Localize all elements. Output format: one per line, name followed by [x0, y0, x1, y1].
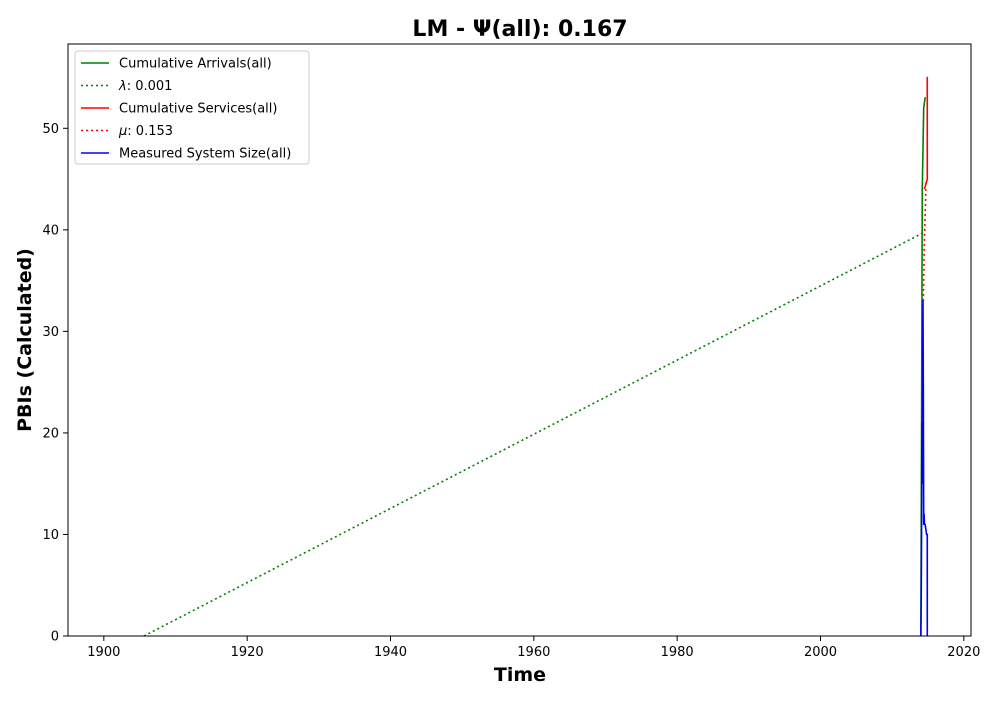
legend-label-value: : 0.001 — [127, 79, 173, 94]
series-line-cumulative-services-all — [923, 76, 929, 190]
x-tick-label: 2020 — [947, 645, 980, 660]
plot-area — [67, 43, 972, 637]
y-tick-label: 20 — [42, 426, 59, 441]
legend-label-symbol: μ — [118, 124, 127, 139]
legend-label: Cumulative Services(all) — [119, 102, 277, 117]
legend-label: Cumulative Arrivals(all) — [119, 57, 272, 72]
x-tick-label: 1920 — [231, 645, 264, 660]
chart-title: LM - Ψ(all): 0.167 — [412, 17, 627, 42]
legend-label-symbol: λ — [118, 79, 127, 94]
y-axis-label: PBIs (Calculated) — [14, 248, 36, 432]
series-line-measured-system-size-all — [920, 300, 929, 636]
x-tick-label: 1900 — [87, 645, 120, 660]
legend-box — [74, 50, 310, 165]
y-tick-label: 10 — [42, 528, 59, 543]
legend-label-value: : 0.153 — [127, 124, 173, 139]
plot-frame — [67, 43, 972, 637]
series-line-0-001 — [143, 232, 924, 636]
y-axis: 0 10 20 30 40 50 — [42, 122, 68, 645]
x-tick-label: 1940 — [374, 645, 407, 660]
y-tick-label: 0 — [51, 630, 59, 645]
y-tick-label: 40 — [42, 223, 59, 238]
series-line-0-153 — [922, 189, 927, 301]
x-tick-label: 1960 — [517, 645, 550, 660]
x-tick-label: 1980 — [661, 645, 694, 660]
legend: Cumulative Arrivals(all) λ: 0.001 Cumulati… — [74, 50, 310, 165]
series-layer — [143, 76, 929, 636]
y-tick-label: 50 — [42, 122, 59, 137]
x-tick-label: 2000 — [804, 645, 837, 660]
x-axis: 1900 1920 1940 1960 1980 2000 2020 — [87, 636, 980, 660]
x-axis-label: Time — [494, 664, 546, 686]
legend-label: μ: 0.153 — [118, 124, 173, 139]
legend-label: λ: 0.001 — [118, 79, 172, 94]
legend-label: Measured System Size(all) — [119, 147, 291, 162]
y-tick-label: 30 — [42, 325, 59, 340]
